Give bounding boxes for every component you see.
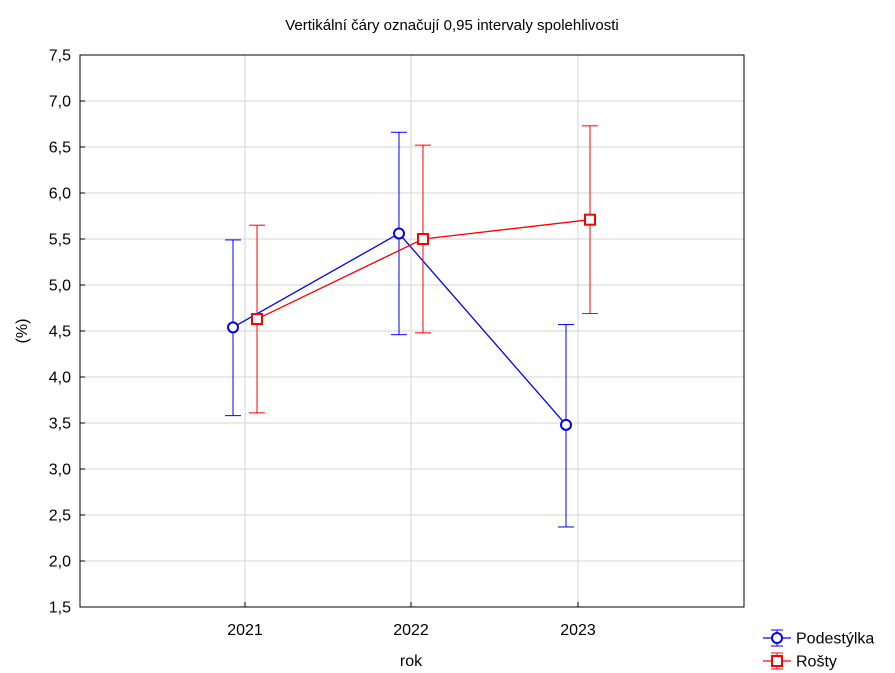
y-axis-ticks: 1,5 2,0 2,5 3,0 3,5 4,0 4,5 5,0 5,5 6,0 6,5 7,0 7,5	[49, 48, 85, 617]
data-point-circle	[393, 227, 405, 240]
y-tick-label: 5,5	[49, 232, 71, 249]
x-axis-label: rok	[400, 653, 423, 670]
data-point-square	[251, 313, 263, 326]
y-tick-label: 5,0	[49, 278, 71, 295]
x-tick-label: 2023	[560, 622, 596, 639]
y-tick-label: 6,0	[49, 186, 71, 203]
series-layer	[225, 125, 598, 528]
x-tick-label: 2021	[227, 622, 263, 639]
y-tick-label: 7,5	[49, 48, 71, 65]
data-point-square	[584, 213, 596, 226]
y-tick-label: 3,0	[49, 462, 71, 479]
legend-label: Rošty	[796, 654, 837, 671]
legend-marker-square	[771, 655, 783, 667]
y-tick-label: 1,5	[49, 600, 71, 617]
data-point-circle	[227, 321, 239, 334]
y-tick-label: 3,5	[49, 416, 71, 433]
legend-item: Podestýlka	[763, 629, 874, 648]
data-point-square	[417, 233, 429, 245]
y-tick-label: 2,0	[49, 554, 71, 571]
legend: Podestýlka Rošty	[763, 629, 874, 671]
legend-item: Rošty	[763, 652, 837, 671]
y-axis-label: (%)	[14, 319, 31, 344]
series-podestylka	[225, 131, 574, 528]
y-tick-label: 7,0	[49, 94, 71, 111]
legend-label: Podestýlka	[796, 631, 874, 648]
y-tick-label: 6,5	[49, 140, 71, 157]
x-axis-ticks: 2021 2022 2023	[227, 602, 596, 639]
x-tick-label: 2022	[393, 622, 429, 639]
y-tick-label: 2,5	[49, 508, 71, 525]
grid-lines	[80, 54, 744, 608]
legend-marker-circle	[771, 632, 783, 644]
chart-title: Vertikální čáry označují 0,95 intervaly …	[285, 17, 619, 34]
y-tick-label: 4,0	[49, 370, 71, 387]
data-point-circle	[560, 418, 572, 431]
y-tick-label: 4,5	[49, 324, 71, 341]
series-rosty	[249, 125, 598, 414]
